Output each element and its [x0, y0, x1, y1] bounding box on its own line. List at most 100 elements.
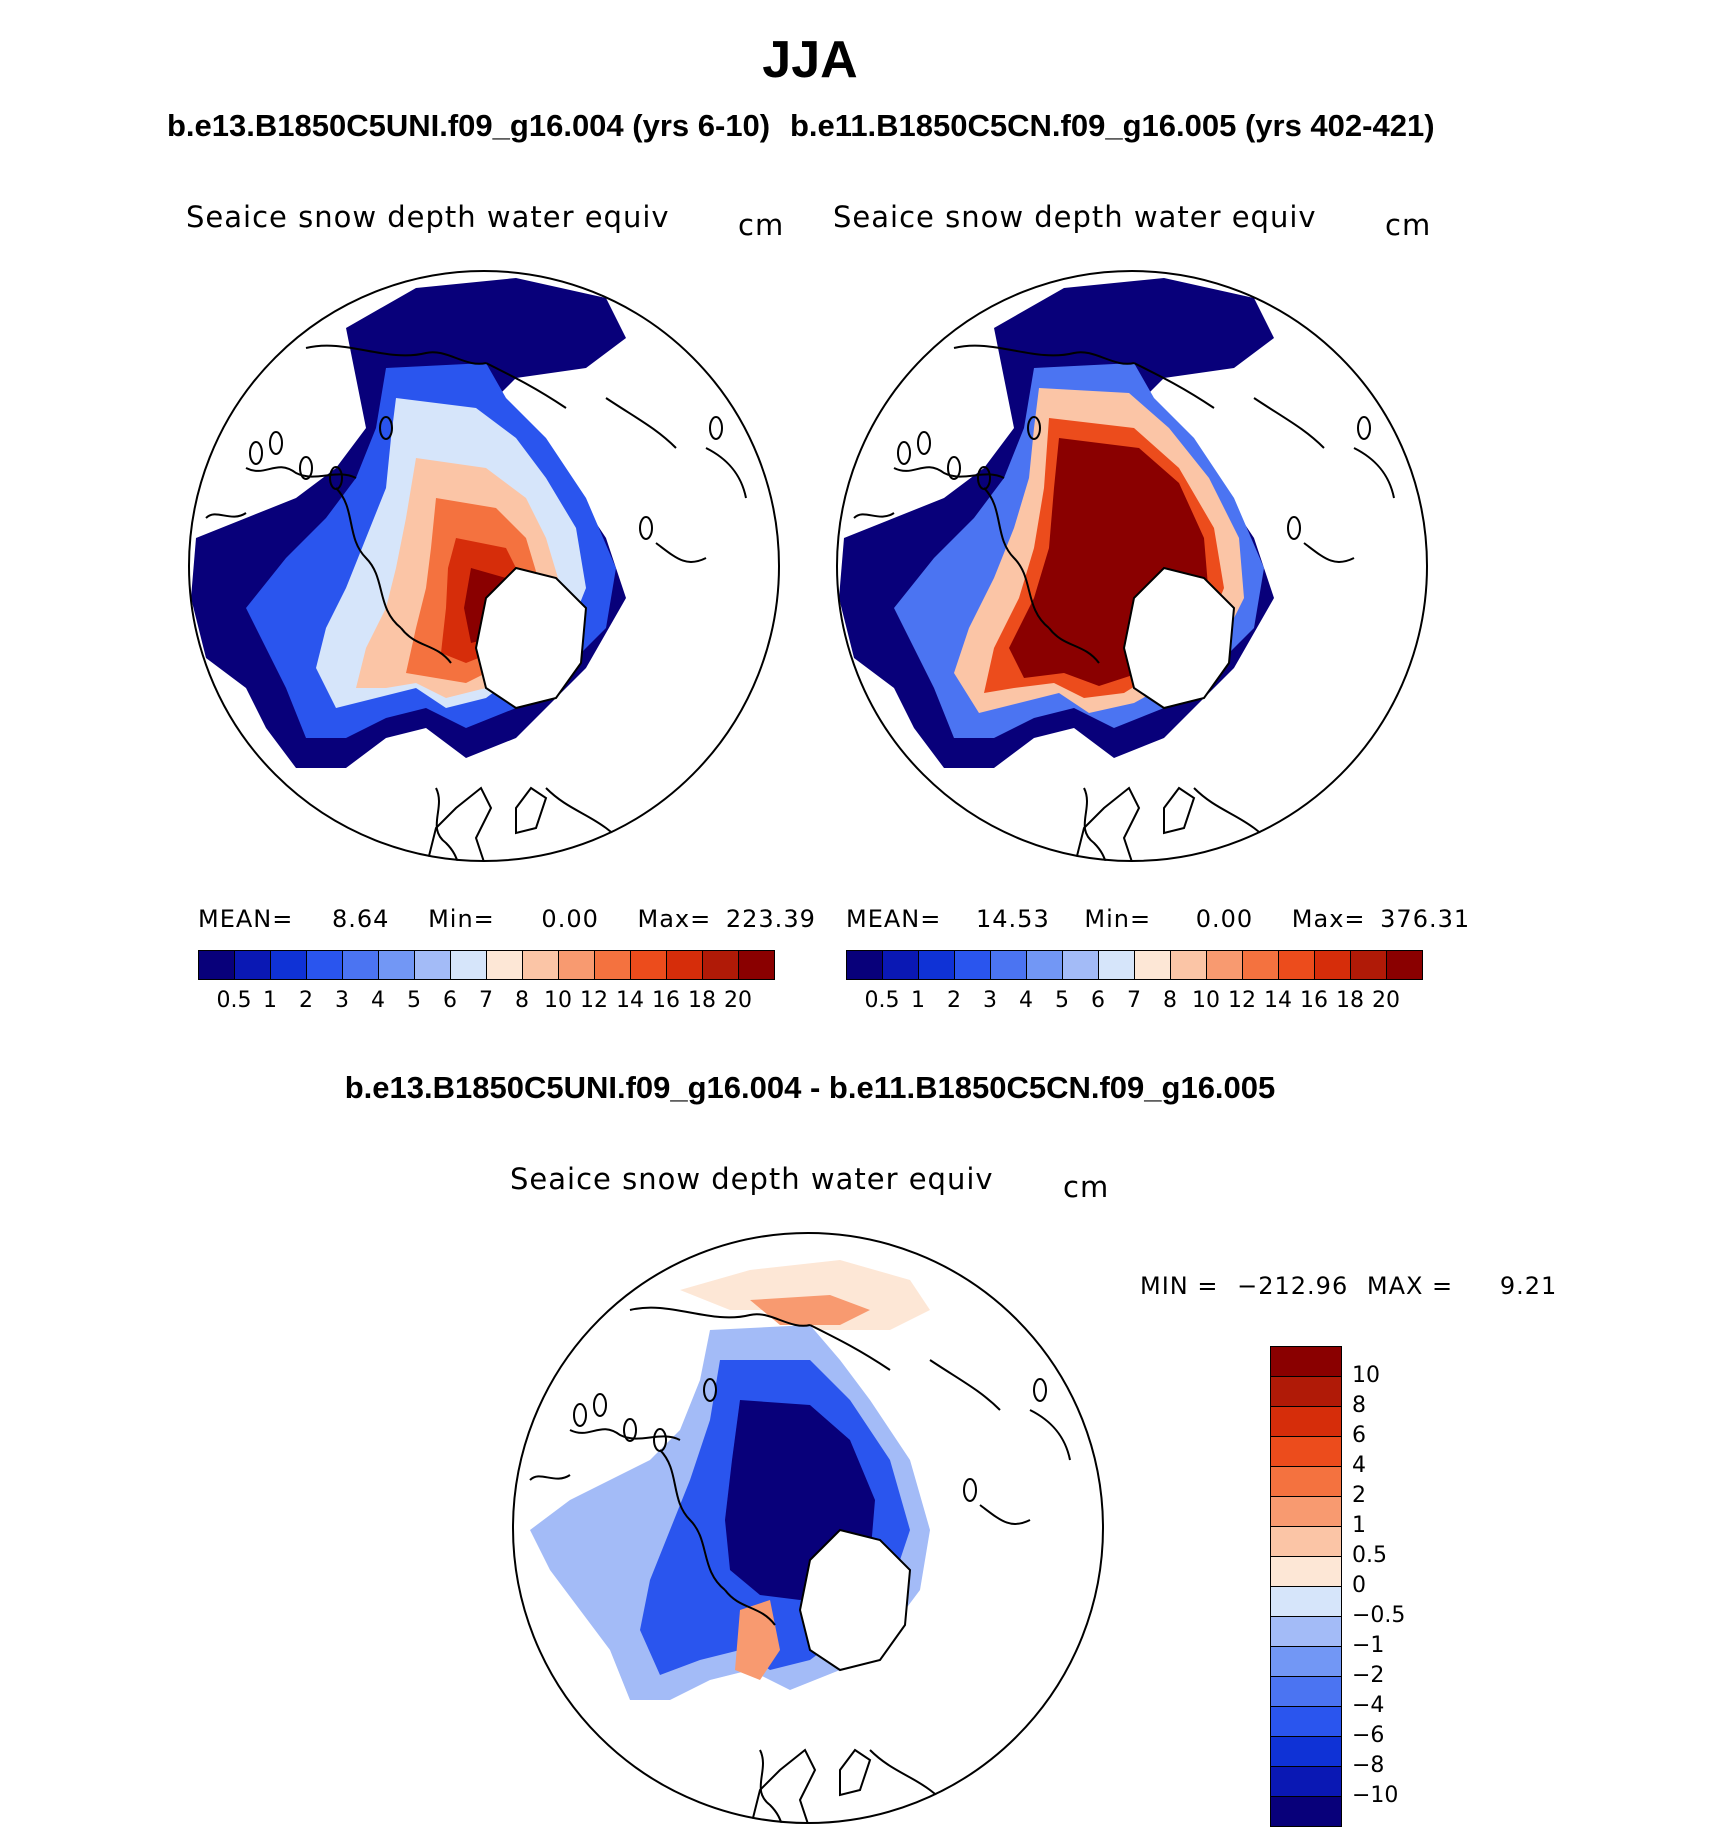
diff-title: b.e13.B1850C5UNI.f09_g16.004 - b.e11.B18…	[344, 1070, 1276, 1105]
panel3-colorbar-cell	[1270, 1706, 1342, 1737]
panel1-colorbar-cell	[378, 950, 415, 980]
panel3-island	[963, 1478, 977, 1502]
panel2-greenland	[1122, 566, 1236, 710]
panel2-colorbar-tick: 20	[1372, 988, 1400, 1013]
panel2-colorbar-tick: 4	[1019, 988, 1033, 1013]
panel3-colorbar-labels: −10 −8 −6 −4 −2 −1 −0.5 0 0.5 1 2 4 6 8 10	[1352, 1346, 1432, 1826]
panel2-coastline	[1083, 787, 1115, 862]
panel2-island	[1027, 416, 1041, 440]
panel3-colorbar-cell	[1270, 1346, 1342, 1377]
panel2-mean-value: 14.53	[976, 905, 1050, 933]
panel3-colorbar-cell	[1270, 1766, 1342, 1797]
panel2-colorbar-cell	[1350, 950, 1387, 980]
panel2-colorbar-cell	[1206, 950, 1243, 980]
panel2-coastline	[1253, 397, 1325, 449]
panel1-colorbar-cell	[306, 950, 343, 980]
panel3-colorbar-cell	[1270, 1376, 1342, 1407]
panel2-colorbar-cell	[1026, 950, 1063, 980]
panel1-max-label: Max=	[637, 905, 712, 933]
panel2-colorbar-cell	[1242, 950, 1279, 980]
panel1-colorbar-cell	[198, 950, 235, 980]
panel2-coastline	[1163, 786, 1196, 835]
panel2-colorbar-cell	[1386, 950, 1423, 980]
panel3-colorbar-tick: 1	[1352, 1513, 1366, 1538]
panel2-colorbar-tick: 1	[911, 988, 925, 1013]
panel1-colorbar-cell	[486, 950, 523, 980]
panel1-coastline	[655, 542, 707, 563]
panel1-colorbar	[198, 950, 775, 980]
panel2-island	[947, 456, 961, 480]
panel3-colorbar-cell	[1270, 1556, 1342, 1587]
panel3-island	[573, 1403, 587, 1427]
panel3-colorbar-cell	[1270, 1466, 1342, 1497]
panel2-colorbar-tick: 16	[1300, 988, 1328, 1013]
panel3-colorbar-tick: 6	[1352, 1423, 1366, 1448]
panel2-colorbar-labels: 0.5 1 2 3 4 5 6 7 8 10 12 14 16 18 20	[846, 988, 1422, 1018]
panel1-colorbar-tick: 0.5	[216, 988, 252, 1013]
panel3-island	[593, 1393, 607, 1417]
panel3-min-label: MIN =	[1140, 1272, 1219, 1300]
panel1-colorbar-tick: 16	[652, 988, 680, 1013]
panel1-coastline	[400, 627, 452, 664]
panel1-coastline	[205, 512, 247, 519]
panel3-colorbar-tick: −10	[1352, 1783, 1399, 1808]
panel1-colorbar-tick: 20	[724, 988, 752, 1013]
panel3-colorbar-tick: 8	[1352, 1393, 1366, 1418]
panel2-colorbar-tick: 2	[947, 988, 961, 1013]
panel1-colorbar-tick: 3	[335, 988, 349, 1013]
panel3-coastline	[759, 1749, 791, 1824]
panel2-island	[917, 431, 931, 455]
panel3-coastline	[529, 1474, 571, 1481]
panel2-colorbar-cell	[1134, 950, 1171, 980]
panel2-coastline	[1133, 362, 1215, 409]
panel2-colorbar-cell	[954, 950, 991, 980]
panel2-colorbar-tick: 3	[983, 988, 997, 1013]
panel1-colorbar-cell	[630, 950, 667, 980]
panel2-colorbar-tick: 7	[1127, 988, 1141, 1013]
panel1-stats: MEAN= 8.64 Min= 0.00 Max= 223.39	[198, 905, 816, 933]
panel3-colorbar-cell	[1270, 1796, 1342, 1827]
panel3-colorbar-cell	[1270, 1496, 1342, 1527]
panel2-colorbar-cell	[1170, 950, 1207, 980]
panel3-island	[653, 1428, 667, 1452]
panel1-coastline	[605, 397, 677, 449]
panel3-colorbar-tick: −4	[1352, 1693, 1385, 1718]
panel1-coastline	[425, 786, 493, 862]
panel2-colorbar-cell	[1062, 950, 1099, 980]
panel3-colorbar-cell	[1270, 1406, 1342, 1437]
panel2-colorbar-tick: 5	[1055, 988, 1069, 1013]
panel2-island	[1287, 516, 1301, 540]
panel3-stats: MIN = −212.96 MAX = 9.21	[1140, 1272, 1557, 1300]
panel1-min-value: 0.00	[541, 905, 599, 933]
panel3-island	[1033, 1378, 1047, 1402]
panel1-colorbar-tick: 5	[407, 988, 421, 1013]
panel3-greenland	[798, 1528, 912, 1672]
panel2-colorbar-tick: 6	[1091, 988, 1105, 1013]
panel3-coastline	[839, 1748, 872, 1797]
panel3-field-region	[680, 1260, 930, 1330]
panel2-colorbar-cell	[1098, 950, 1135, 980]
panel1-mean-label: MEAN=	[198, 905, 294, 933]
panel1-colorbar-cell	[666, 950, 703, 980]
panel1-colorbar-labels: 0.5 1 2 3 4 5 6 7 8 10 12 14 16 18 20	[198, 988, 774, 1018]
panel1-min-label: Min=	[428, 905, 495, 933]
panel1-island	[639, 516, 653, 540]
panel2-mean-label: MEAN=	[846, 905, 942, 933]
panel2-colorbar-tick: 10	[1192, 988, 1220, 1013]
panel3-island	[703, 1378, 717, 1402]
panel3-colorbar-tick: 0	[1352, 1573, 1366, 1598]
panel1-coastline	[305, 344, 487, 365]
panel1-colorbar-cell	[450, 950, 487, 980]
panel2-coastline	[983, 487, 1050, 629]
panel1-island	[329, 466, 343, 490]
panel3-variable-title: Seaice snow depth water equiv	[510, 1162, 994, 1196]
panel2-min-label: Min=	[1084, 905, 1152, 933]
panel1-colorbar-cell	[414, 950, 451, 980]
panel2-coastline	[1048, 627, 1100, 664]
panel1-max-value: 223.39	[725, 905, 816, 933]
panel1-colorbar-cell	[702, 950, 739, 980]
panel1-coastline	[335, 487, 402, 629]
panel1-units: cm	[738, 208, 785, 242]
panel3-island	[623, 1418, 637, 1442]
panel1-island	[249, 441, 263, 465]
